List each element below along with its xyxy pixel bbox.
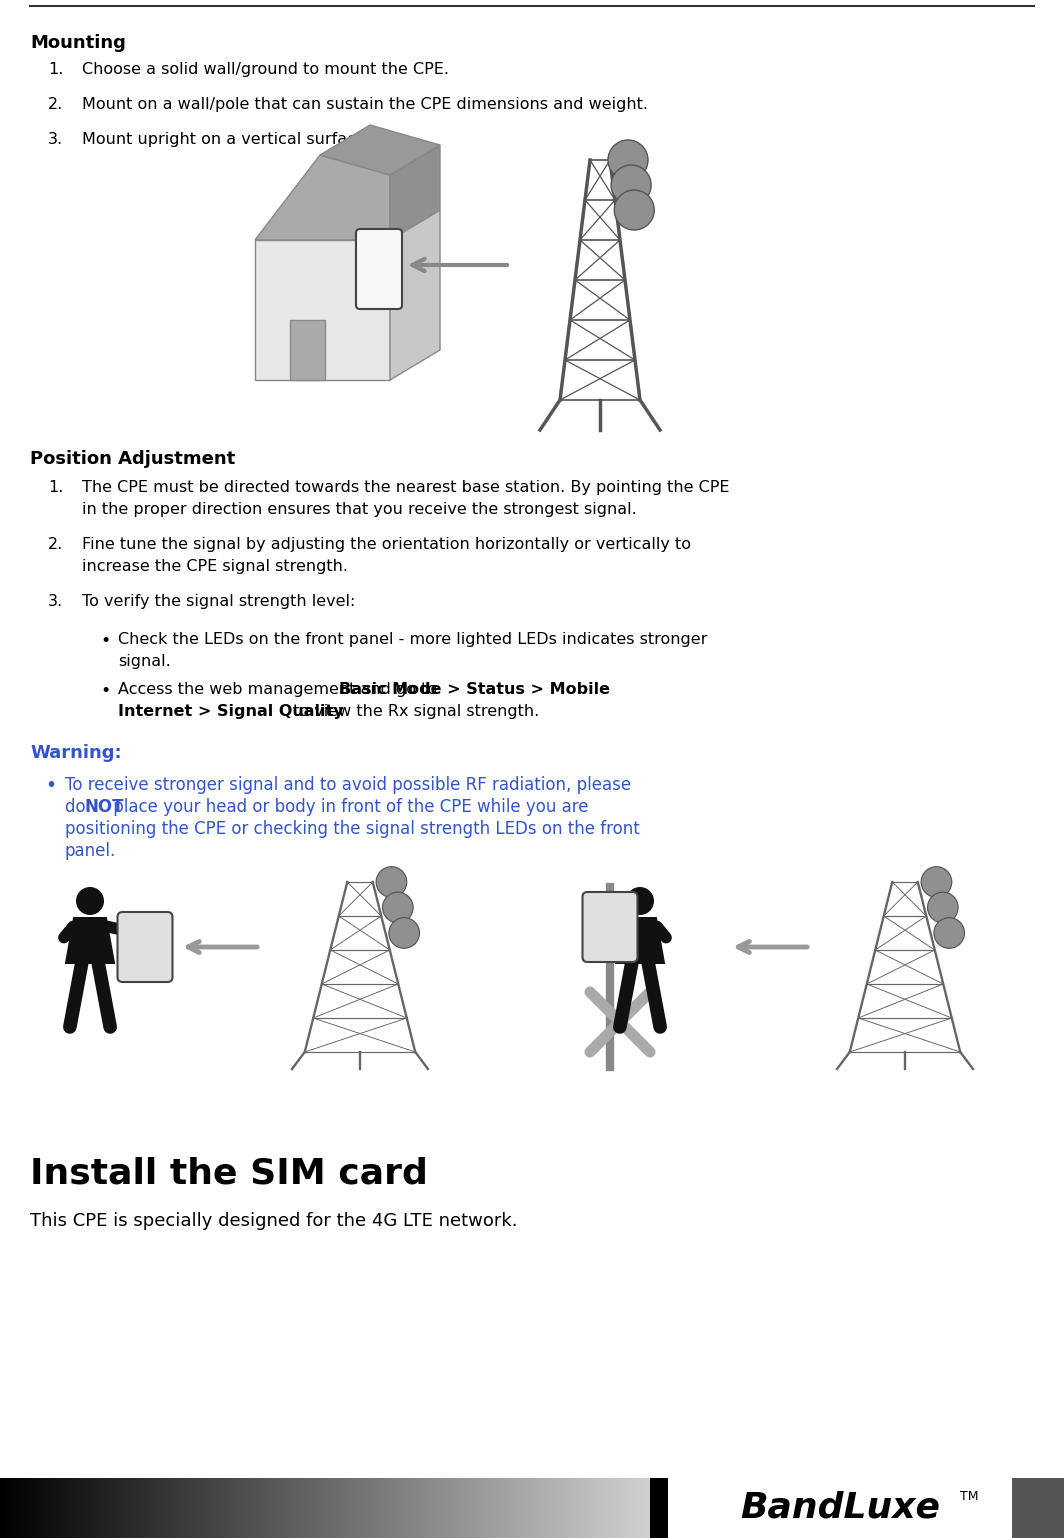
Text: do: do xyxy=(65,798,90,817)
Text: Fine tune the signal by adjusting the orientation horizontally or vertically to: Fine tune the signal by adjusting the or… xyxy=(82,537,691,552)
Polygon shape xyxy=(290,320,325,380)
Text: to view the Rx signal strength.: to view the Rx signal strength. xyxy=(288,704,539,718)
Text: •: • xyxy=(100,632,111,651)
Text: 8: 8 xyxy=(18,1507,29,1526)
Polygon shape xyxy=(390,145,440,240)
Text: 1.: 1. xyxy=(48,62,64,77)
FancyBboxPatch shape xyxy=(117,912,172,981)
Circle shape xyxy=(611,165,651,205)
Text: panel.: panel. xyxy=(65,841,116,860)
Text: Mount on a wall/pole that can sustain the CPE dimensions and weight.: Mount on a wall/pole that can sustain th… xyxy=(82,97,648,112)
Text: Position Adjustment: Position Adjustment xyxy=(30,451,235,468)
Text: place your head or body in front of the CPE while you are: place your head or body in front of the … xyxy=(109,798,588,817)
Circle shape xyxy=(377,867,406,897)
Text: NOT: NOT xyxy=(85,798,124,817)
Text: Choose a solid wall/ground to mount the CPE.: Choose a solid wall/ground to mount the … xyxy=(82,62,449,77)
Text: Check the LEDs on the front panel - more lighted LEDs indicates stronger: Check the LEDs on the front panel - more… xyxy=(118,632,708,647)
Text: 2.: 2. xyxy=(48,537,63,552)
Circle shape xyxy=(934,918,964,949)
Bar xyxy=(1010,1478,1064,1538)
FancyBboxPatch shape xyxy=(582,892,637,961)
Text: 1.: 1. xyxy=(48,480,64,495)
Text: •: • xyxy=(45,777,56,795)
Text: Warning:: Warning: xyxy=(30,744,121,761)
Text: signal.: signal. xyxy=(118,654,170,669)
FancyBboxPatch shape xyxy=(356,229,402,309)
Text: Mounting: Mounting xyxy=(30,34,126,52)
Text: 2.: 2. xyxy=(48,97,63,112)
Text: 3.: 3. xyxy=(48,132,63,148)
Text: in the proper direction ensures that you receive the strongest signal.: in the proper direction ensures that you… xyxy=(82,501,636,517)
Circle shape xyxy=(614,191,654,231)
Polygon shape xyxy=(320,125,440,175)
Text: Mount upright on a vertical surface.: Mount upright on a vertical surface. xyxy=(82,132,371,148)
Polygon shape xyxy=(65,917,115,964)
Circle shape xyxy=(389,918,419,949)
Text: increase the CPE signal strength.: increase the CPE signal strength. xyxy=(82,558,348,574)
Polygon shape xyxy=(255,155,390,240)
Polygon shape xyxy=(615,917,665,964)
Text: Internet > Signal Quality: Internet > Signal Quality xyxy=(118,704,344,718)
Text: The CPE must be directed towards the nearest base station. By pointing the CPE: The CPE must be directed towards the nea… xyxy=(82,480,730,495)
Text: •: • xyxy=(100,681,111,700)
Text: positioning the CPE or checking the signal strength LEDs on the front: positioning the CPE or checking the sign… xyxy=(65,820,639,838)
Text: Basic Mode > Status > Mobile: Basic Mode > Status > Mobile xyxy=(339,681,611,697)
Text: Access the web management and go to: Access the web management and go to xyxy=(118,681,443,697)
Circle shape xyxy=(921,867,952,897)
Polygon shape xyxy=(255,240,390,380)
Text: To verify the signal strength level:: To verify the signal strength level: xyxy=(82,594,355,609)
Circle shape xyxy=(626,887,654,915)
Text: BandLuxe: BandLuxe xyxy=(739,1490,940,1526)
Text: 3.: 3. xyxy=(48,594,63,609)
Bar xyxy=(650,1478,1064,1538)
Circle shape xyxy=(608,140,648,180)
Circle shape xyxy=(928,892,958,923)
Circle shape xyxy=(76,887,104,915)
Polygon shape xyxy=(390,211,440,380)
Text: Install the SIM card: Install the SIM card xyxy=(30,1157,428,1190)
Text: To receive stronger signal and to avoid possible RF radiation, please: To receive stronger signal and to avoid … xyxy=(65,777,631,794)
Text: This CPE is specially designed for the 4G LTE network.: This CPE is specially designed for the 4… xyxy=(30,1212,517,1230)
Circle shape xyxy=(383,892,413,923)
Text: TM: TM xyxy=(960,1489,979,1503)
